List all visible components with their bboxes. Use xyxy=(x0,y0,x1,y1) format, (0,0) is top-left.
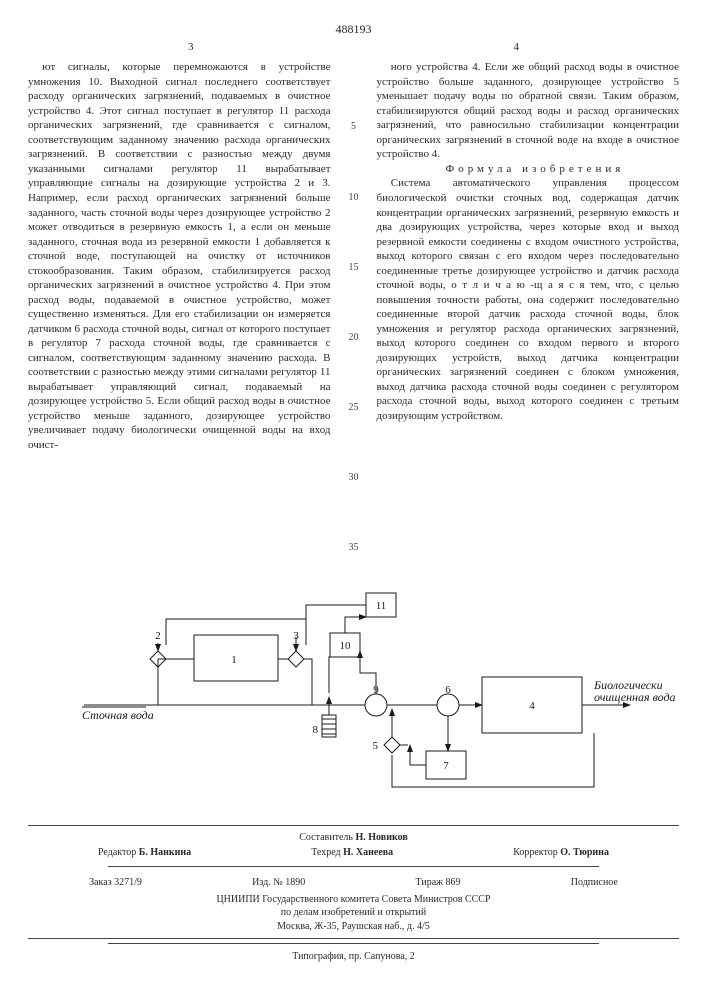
credits-row: Редактор Б. Нанкина Техред Н. Ханеева Ко… xyxy=(28,844,679,861)
order-row: Заказ 3271/9 Изд. № 1890 Тираж 869 Подпи… xyxy=(28,872,679,893)
svg-text:10: 10 xyxy=(339,640,351,652)
svg-text:8: 8 xyxy=(312,724,318,736)
podpis: Подписное xyxy=(571,876,618,889)
text-columns: ют сигналы, которые перемножаются в устр… xyxy=(28,60,679,554)
flow-diagram: 1 2 3 10 11 8 9 6 4 5 7 Сточн xyxy=(28,577,679,807)
svg-text:5: 5 xyxy=(372,740,378,752)
line-marker: 5 xyxy=(345,120,363,133)
right-column: ного устройства 4. Если же общий расход … xyxy=(377,60,680,554)
line-marker: 25 xyxy=(345,401,363,414)
page-right: 4 xyxy=(514,40,520,55)
formula-title: Формула изобретения xyxy=(377,162,680,177)
inlet-label: Сточная вода xyxy=(82,708,154,722)
org-line-1: ЦНИИПИ Государственного комитета Совета … xyxy=(28,893,679,906)
editor: Редактор Б. Нанкина xyxy=(98,846,191,859)
line-marker: 10 xyxy=(345,191,363,204)
svg-text:2: 2 xyxy=(155,630,161,642)
line-marker: 20 xyxy=(345,331,363,344)
typography-line: Типография, пр. Сапунова, 2 xyxy=(28,950,679,963)
right-para-2: Система автоматического управления проце… xyxy=(377,176,680,423)
page-numbers: 3 4 xyxy=(28,40,679,61)
corrector: Корректор О. Тюрина xyxy=(513,846,609,859)
izd-no: Изд. № 1890 xyxy=(252,876,305,889)
footer-block: Составитель Н. Новиков Редактор Б. Нанки… xyxy=(28,825,679,939)
order-no: Заказ 3271/9 xyxy=(89,876,142,889)
line-marker: 35 xyxy=(345,541,363,554)
compiler-name: Н. Новиков xyxy=(355,832,407,843)
patent-number: 488193 xyxy=(28,22,679,38)
tirazh: Тираж 869 xyxy=(416,876,461,889)
addr-line: Москва, Ж-35, Раушская наб., д. 4/5 xyxy=(28,920,679,933)
left-para: ют сигналы, которые перемножаются в устр… xyxy=(28,60,331,452)
page-left: 3 xyxy=(188,40,194,55)
techred: Техред Н. Ханеева xyxy=(311,846,393,859)
line-number-gutter: 5 10 15 20 25 30 35 xyxy=(345,60,363,554)
right-para-1: ного устройства 4. Если же общий расход … xyxy=(377,60,680,162)
svg-text:11: 11 xyxy=(375,600,386,612)
line-marker: 30 xyxy=(345,471,363,484)
compiler-label: Составитель xyxy=(299,832,353,843)
compiler-line: Составитель Н. Новиков xyxy=(28,831,679,844)
org-line-2: по делам изобретений и открытий xyxy=(28,906,679,919)
svg-text:очищенная вода: очищенная вода xyxy=(594,690,676,704)
line-marker: 15 xyxy=(345,261,363,274)
left-column: ют сигналы, которые перемножаются в устр… xyxy=(28,60,331,554)
svg-text:7: 7 xyxy=(443,760,449,772)
svg-text:4: 4 xyxy=(529,700,535,712)
svg-text:6: 6 xyxy=(445,684,451,696)
svg-text:1: 1 xyxy=(231,654,237,666)
